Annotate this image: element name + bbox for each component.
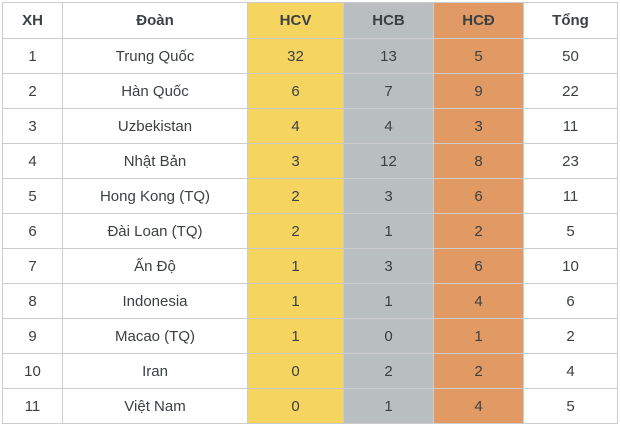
bronze-count-cell: 9 xyxy=(433,73,524,109)
silver-count-cell: 1 xyxy=(343,283,434,319)
rank-cell: 2 xyxy=(2,73,63,109)
table-row: 2 Hàn Quốc 6 7 9 22 xyxy=(2,73,618,109)
rank-cell: 8 xyxy=(2,283,63,319)
table-row: 10 Iran 0 2 2 4 xyxy=(2,353,618,389)
team-name-cell: Indonesia xyxy=(62,283,248,319)
gold-count-cell: 2 xyxy=(247,178,344,214)
table-row: 1 Trung Quốc 32 13 5 50 xyxy=(2,38,618,74)
total-count-cell: 22 xyxy=(523,73,618,109)
team-name-cell: Hàn Quốc xyxy=(62,73,248,109)
header-total: Tổng xyxy=(523,2,618,39)
rank-cell: 11 xyxy=(2,388,63,424)
gold-count-cell: 32 xyxy=(247,38,344,74)
gold-count-cell: 1 xyxy=(247,283,344,319)
team-name-cell: Việt Nam xyxy=(62,388,248,424)
silver-count-cell: 1 xyxy=(343,388,434,424)
silver-count-cell: 4 xyxy=(343,108,434,144)
team-name-cell: Iran xyxy=(62,353,248,389)
silver-count-cell: 12 xyxy=(343,143,434,179)
header-silver-medals: HCB xyxy=(343,2,434,39)
gold-count-cell: 3 xyxy=(247,143,344,179)
team-name-cell: Nhật Bản xyxy=(62,143,248,179)
team-name-cell: Hong Kong (TQ) xyxy=(62,178,248,214)
header-row: XH Đoàn HCV HCB HCĐ Tổng xyxy=(2,2,618,39)
team-name-cell: Macao (TQ) xyxy=(62,318,248,354)
rank-cell: 7 xyxy=(2,248,63,284)
rank-cell: 1 xyxy=(2,38,63,74)
bronze-count-cell: 8 xyxy=(433,143,524,179)
total-count-cell: 23 xyxy=(523,143,618,179)
header-bronze-medals: HCĐ xyxy=(433,2,524,39)
table-row: 11 Việt Nam 0 1 4 5 xyxy=(2,388,618,424)
medal-table: XH Đoàn HCV HCB HCĐ Tổng 1 Trung Quốc 32… xyxy=(2,2,618,424)
silver-count-cell: 3 xyxy=(343,178,434,214)
header-team: Đoàn xyxy=(62,2,248,39)
header-rank: XH xyxy=(2,2,63,39)
table-row: 9 Macao (TQ) 1 0 1 2 xyxy=(2,318,618,354)
bronze-count-cell: 2 xyxy=(433,353,524,389)
rank-cell: 4 xyxy=(2,143,63,179)
silver-count-cell: 2 xyxy=(343,353,434,389)
bronze-count-cell: 5 xyxy=(433,38,524,74)
rank-cell: 3 xyxy=(2,108,63,144)
total-count-cell: 5 xyxy=(523,213,618,249)
gold-count-cell: 2 xyxy=(247,213,344,249)
gold-count-cell: 0 xyxy=(247,353,344,389)
silver-count-cell: 13 xyxy=(343,38,434,74)
table-row: 4 Nhật Bản 3 12 8 23 xyxy=(2,143,618,179)
gold-count-cell: 0 xyxy=(247,388,344,424)
gold-count-cell: 4 xyxy=(247,108,344,144)
bronze-count-cell: 3 xyxy=(433,108,524,144)
total-count-cell: 6 xyxy=(523,283,618,319)
gold-count-cell: 6 xyxy=(247,73,344,109)
medal-table-body: 1 Trung Quốc 32 13 5 50 2 Hàn Quốc 6 7 9… xyxy=(2,38,618,424)
table-row: 7 Ấn Độ 1 3 6 10 xyxy=(2,248,618,284)
team-name-cell: Trung Quốc xyxy=(62,38,248,74)
total-count-cell: 11 xyxy=(523,108,618,144)
rank-cell: 6 xyxy=(2,213,63,249)
gold-count-cell: 1 xyxy=(247,248,344,284)
table-row: 8 Indonesia 1 1 4 6 xyxy=(2,283,618,319)
table-row: 3 Uzbekistan 4 4 3 11 xyxy=(2,108,618,144)
gold-count-cell: 1 xyxy=(247,318,344,354)
rank-cell: 9 xyxy=(2,318,63,354)
bronze-count-cell: 6 xyxy=(433,178,524,214)
bronze-count-cell: 6 xyxy=(433,248,524,284)
silver-count-cell: 0 xyxy=(343,318,434,354)
bronze-count-cell: 4 xyxy=(433,283,524,319)
total-count-cell: 4 xyxy=(523,353,618,389)
silver-count-cell: 3 xyxy=(343,248,434,284)
rank-cell: 10 xyxy=(2,353,63,389)
team-name-cell: Uzbekistan xyxy=(62,108,248,144)
silver-count-cell: 1 xyxy=(343,213,434,249)
rank-cell: 5 xyxy=(2,178,63,214)
total-count-cell: 11 xyxy=(523,178,618,214)
header-gold-medals: HCV xyxy=(247,2,344,39)
bronze-count-cell: 1 xyxy=(433,318,524,354)
table-row: 5 Hong Kong (TQ) 2 3 6 11 xyxy=(2,178,618,214)
bronze-count-cell: 2 xyxy=(433,213,524,249)
silver-count-cell: 7 xyxy=(343,73,434,109)
total-count-cell: 5 xyxy=(523,388,618,424)
team-name-cell: Ấn Độ xyxy=(62,248,248,284)
total-count-cell: 2 xyxy=(523,318,618,354)
total-count-cell: 50 xyxy=(523,38,618,74)
bronze-count-cell: 4 xyxy=(433,388,524,424)
team-name-cell: Đài Loan (TQ) xyxy=(62,213,248,249)
total-count-cell: 10 xyxy=(523,248,618,284)
table-row: 6 Đài Loan (TQ) 2 1 2 5 xyxy=(2,213,618,249)
